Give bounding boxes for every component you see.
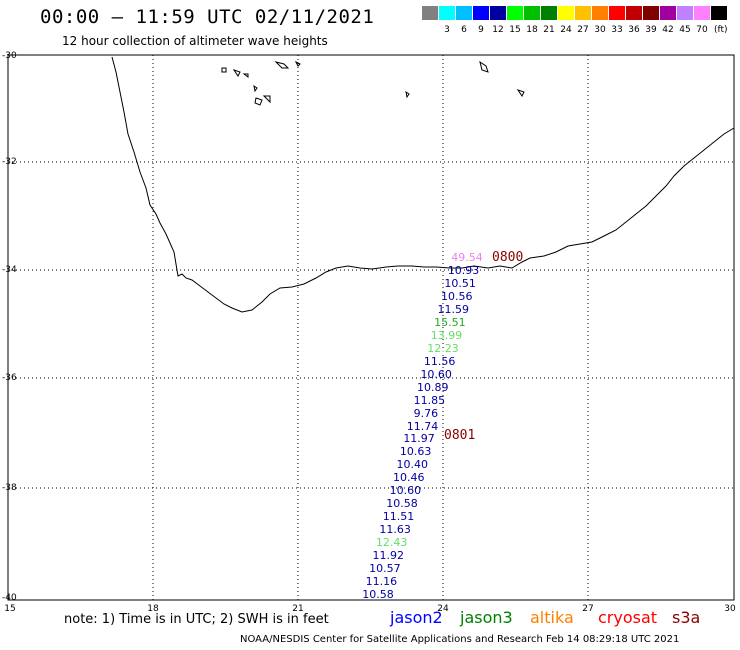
- legend-swatch-label: 70: [696, 25, 708, 35]
- lon-label: 18: [147, 604, 159, 614]
- legend-swatch-label: 36: [628, 25, 640, 35]
- lat-label: -40: [2, 593, 17, 603]
- satellite-jason3: jason3: [460, 608, 513, 627]
- lat-label: -30: [2, 51, 17, 61]
- wave-height-label: 11.85: [413, 393, 446, 407]
- wave-height-label: 10.93: [447, 263, 480, 277]
- lat-label: -36: [2, 373, 17, 383]
- lon-label: 27: [582, 604, 594, 614]
- time-tag: 0800: [492, 250, 524, 265]
- legend-swatch: [439, 6, 455, 20]
- legend-swatch-label: 45: [679, 25, 691, 35]
- satellite-altika: altika: [530, 608, 574, 627]
- legend-swatch-label: 33: [611, 25, 623, 35]
- satellite-jason2: jason2: [390, 608, 443, 627]
- legend-swatch: [473, 6, 489, 20]
- legend-swatch-label: 12: [492, 25, 504, 35]
- wave-height-label: 10.60: [389, 484, 422, 498]
- wave-height-label: 11.16: [365, 575, 398, 589]
- legend-swatch-label: 42: [662, 25, 674, 35]
- legend-swatch: [422, 6, 438, 20]
- time-tag: 0801: [444, 428, 476, 443]
- legend-swatch: [456, 6, 472, 20]
- legend-swatch: [490, 6, 506, 20]
- wave-height-label: 9.76: [413, 406, 439, 420]
- lon-label: 21: [292, 604, 304, 614]
- legend-swatch-label: 6: [461, 25, 467, 35]
- legend-swatch: [592, 6, 608, 20]
- wave-height-label: 10.58: [386, 497, 418, 511]
- wave-height-label: 10.56: [440, 289, 473, 303]
- legend-swatch-label: 3: [444, 25, 450, 35]
- satellite-cryosat: cryosat: [598, 608, 658, 627]
- legend-swatch: [609, 6, 625, 20]
- legend-swatch: [643, 6, 659, 20]
- wave-height-label: 10.51: [444, 276, 476, 290]
- wave-height-label: 12.43: [375, 536, 408, 550]
- legend-swatch-label: 18: [526, 25, 538, 35]
- legend-swatch-label: 15: [509, 25, 521, 35]
- lon-label: 30: [724, 604, 736, 614]
- coastline: [111, 56, 735, 313]
- legend-swatch-label: 24: [560, 25, 572, 35]
- legend-swatch: [626, 6, 642, 20]
- wave-height-label: 11.74: [406, 419, 439, 433]
- legend-swatch: [575, 6, 591, 20]
- legend-swatch-label: 30: [594, 25, 606, 35]
- wave-height-label: 10.57: [369, 562, 401, 576]
- legend-swatch-label: 27: [577, 25, 589, 35]
- footer-credit: NOAA/NESDIS Center for Satellite Applica…: [240, 634, 680, 645]
- legend-swatch-label: 9: [478, 25, 484, 35]
- graticule: [8, 55, 734, 600]
- lon-label: 24: [437, 604, 449, 614]
- wave-height-label: 10.63: [399, 445, 432, 459]
- legend-swatch: [660, 6, 676, 20]
- map-subtitle: 12 hour collection of altimeter wave hei…: [62, 34, 328, 48]
- wave-height-label: 10.60: [420, 367, 452, 381]
- map-title: 00:00 – 11:59 UTC 02/11/2021: [40, 6, 375, 28]
- legend-swatch-label: 21: [543, 25, 555, 35]
- legend-swatch: [507, 6, 523, 20]
- islands: [221, 60, 525, 106]
- legend-swatch-label: 39: [645, 25, 657, 35]
- legend-swatch: [558, 6, 574, 20]
- lon-label: 15: [4, 604, 16, 614]
- legend-swatch: [524, 6, 540, 20]
- wave-height-label: 10.40: [396, 458, 428, 472]
- wave-height-label: 11.59: [437, 302, 470, 316]
- wave-height-label: 10.89: [417, 380, 449, 394]
- legend-swatch: [677, 6, 693, 20]
- wave-height-label: 11.56: [423, 354, 456, 368]
- legend-swatch: [711, 6, 727, 20]
- lat-label: -38: [2, 483, 17, 493]
- wave-height-label: 10.46: [393, 471, 425, 485]
- wave-height-label: 11.63: [379, 523, 411, 537]
- wave-height-label: 10.58: [362, 588, 394, 601]
- wave-height-label: 11.97: [403, 432, 435, 446]
- wave-height-label: 13.99: [430, 328, 463, 342]
- wave-height-label: 12.23: [427, 341, 459, 355]
- wave-height-label: 11.51: [382, 510, 415, 524]
- legend-swatch: [694, 6, 710, 20]
- units-note: note: 1) Time is in UTC; 2) SWH is in fe…: [64, 612, 329, 627]
- legend-swatch: [541, 6, 557, 20]
- wave-height-label: 11.92: [372, 549, 405, 563]
- lat-label: -32: [2, 157, 17, 167]
- legend-unit: (ft): [714, 25, 728, 35]
- wave-height-label: 15.51: [434, 315, 466, 329]
- wave-height-label: 49.54: [451, 251, 483, 264]
- lat-label: -34: [2, 265, 17, 275]
- map-frame: [7, 54, 735, 601]
- satellite-s3a: s3a: [672, 608, 701, 627]
